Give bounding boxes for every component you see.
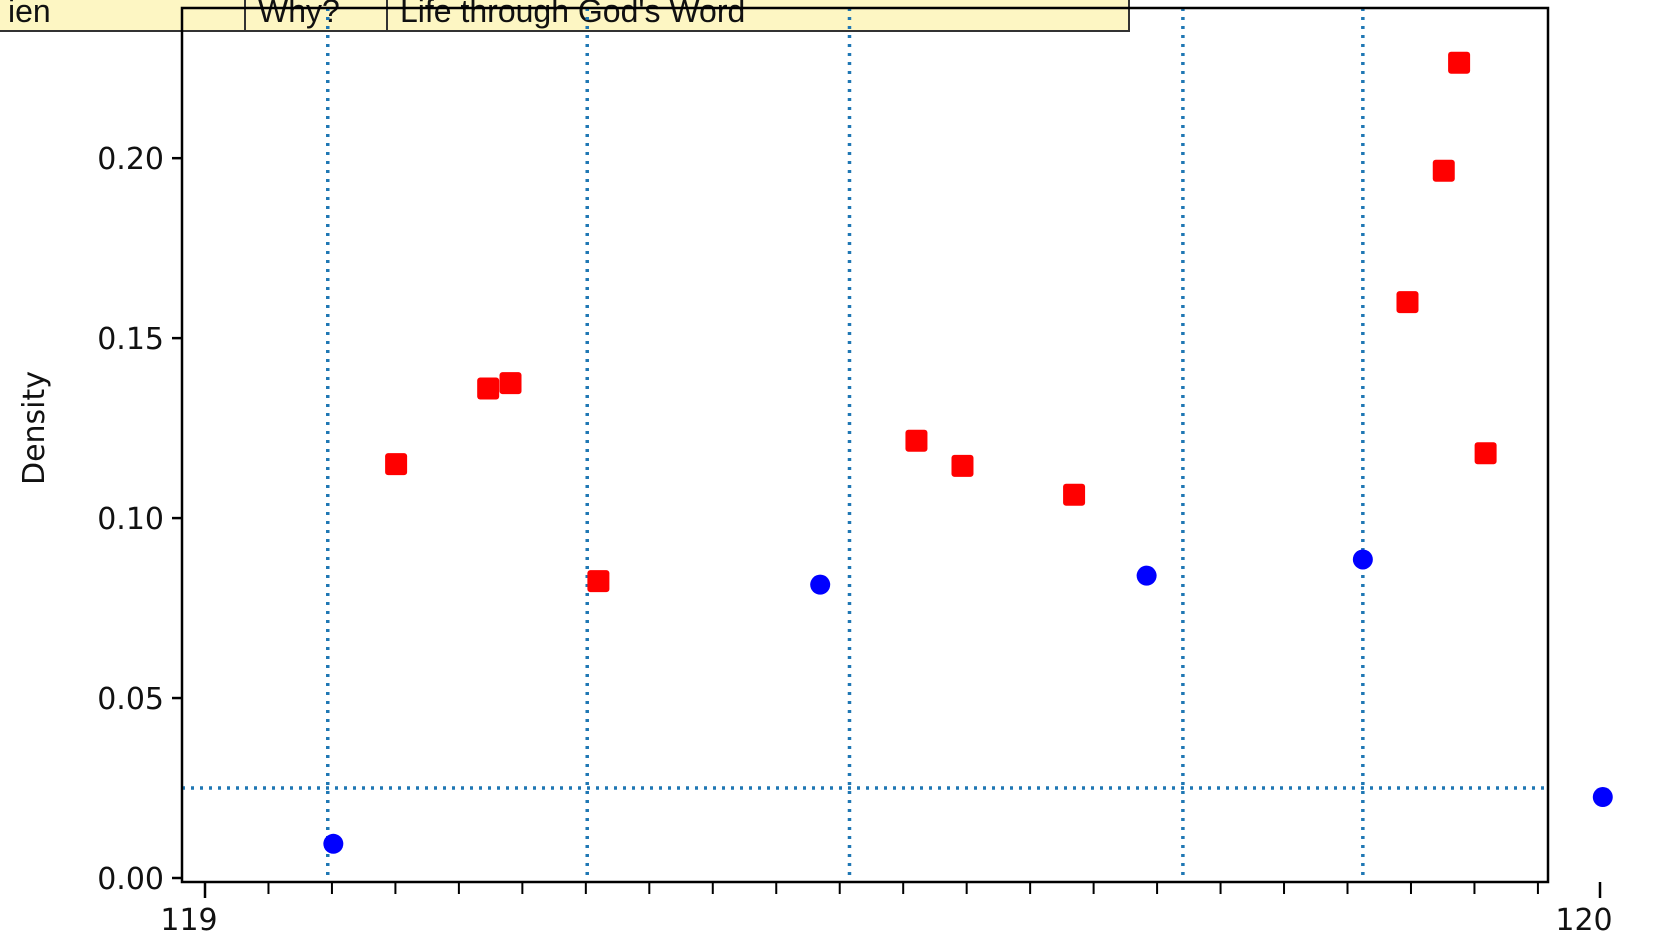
blue-circle-point: [810, 574, 831, 595]
blue-circle-point: [1136, 565, 1157, 586]
red-square-point: [1448, 51, 1471, 74]
x-tick-label: 120: [1555, 903, 1612, 938]
annotation-cell-1: ien: [0, 0, 246, 32]
red-square-point: [951, 454, 974, 477]
reference-lines: [182, 8, 1548, 882]
plot-frame: [180, 6, 1550, 884]
annotation-table: ien Why? Life through God's Word: [0, 0, 1130, 32]
red-square-point: [477, 377, 500, 400]
red-square-point: [1063, 483, 1086, 506]
red-square-point: [587, 570, 610, 593]
blue-circle-point: [1592, 787, 1613, 808]
annotation-cell-2: Why?: [244, 0, 388, 32]
blue-circle-point: [323, 833, 344, 854]
y-axis-label: Density: [17, 371, 52, 485]
y-tick-label: 0.10: [97, 502, 164, 537]
data-points: [323, 51, 1613, 854]
blue-circle-point: [1352, 549, 1373, 570]
x-tick-label: 119: [160, 903, 217, 938]
annotation-cell-3: Life through God's Word: [386, 0, 1130, 32]
red-square-point: [1396, 291, 1419, 314]
red-square-point: [905, 429, 928, 452]
y-tick-label: 0.05: [97, 682, 164, 717]
annotation-row: ien Why? Life through God's Word: [0, 0, 1130, 32]
red-square-point: [385, 453, 408, 476]
y-tick-label: 0.20: [97, 142, 164, 177]
y-tick-label: 0.00: [97, 862, 164, 897]
y-tick-label: 0.15: [97, 322, 164, 357]
red-square-point: [1432, 159, 1455, 182]
red-square-point: [1474, 442, 1497, 465]
red-square-point: [499, 372, 522, 395]
axes: 0.00 0.05 0.10 0.15 0.20 119 120: [97, 6, 1613, 938]
